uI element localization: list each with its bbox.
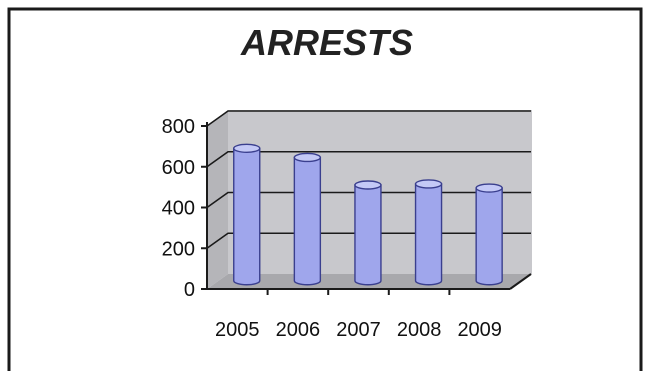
- x-tick-label: 2006: [276, 319, 321, 341]
- y-tick-label: 0: [184, 279, 195, 301]
- chart-title: ARRESTS: [240, 22, 414, 63]
- x-tick-label: 2008: [397, 319, 442, 341]
- y-tick-label: 200: [162, 238, 195, 260]
- bar: [354, 180, 382, 286]
- outer-border: [7, 7, 643, 371]
- y-tick-label: 600: [162, 157, 195, 179]
- bar: [475, 183, 503, 286]
- bar-top: [354, 180, 382, 190]
- axes: [206, 122, 532, 295]
- x-tick-label: 2007: [336, 319, 381, 341]
- bar-body: [414, 183, 443, 286]
- x-axis-labels: 2005 2006 2007 2008 2009: [215, 319, 502, 341]
- bars: [233, 143, 503, 286]
- bar: [233, 143, 261, 286]
- bar-body: [354, 184, 382, 286]
- x-tick-label: 2009: [457, 319, 502, 341]
- bar-top: [414, 179, 443, 189]
- bar: [293, 152, 322, 286]
- bar: [414, 179, 443, 286]
- bar-body: [293, 156, 322, 286]
- gridline: [206, 110, 531, 127]
- bar-body: [233, 147, 261, 286]
- bar-top: [233, 143, 261, 154]
- gridline: [206, 150, 531, 168]
- y-tick-label: 800: [162, 116, 195, 138]
- bar-body: [475, 187, 503, 286]
- bar-top: [293, 152, 322, 163]
- y-tick-label: 400: [162, 198, 195, 220]
- y-axis-ticks: 0 200 400 600 800: [162, 116, 207, 301]
- x-axis-depth-line: [509, 273, 532, 290]
- bar-top: [475, 183, 503, 193]
- x-tick-label: 2005: [215, 319, 260, 341]
